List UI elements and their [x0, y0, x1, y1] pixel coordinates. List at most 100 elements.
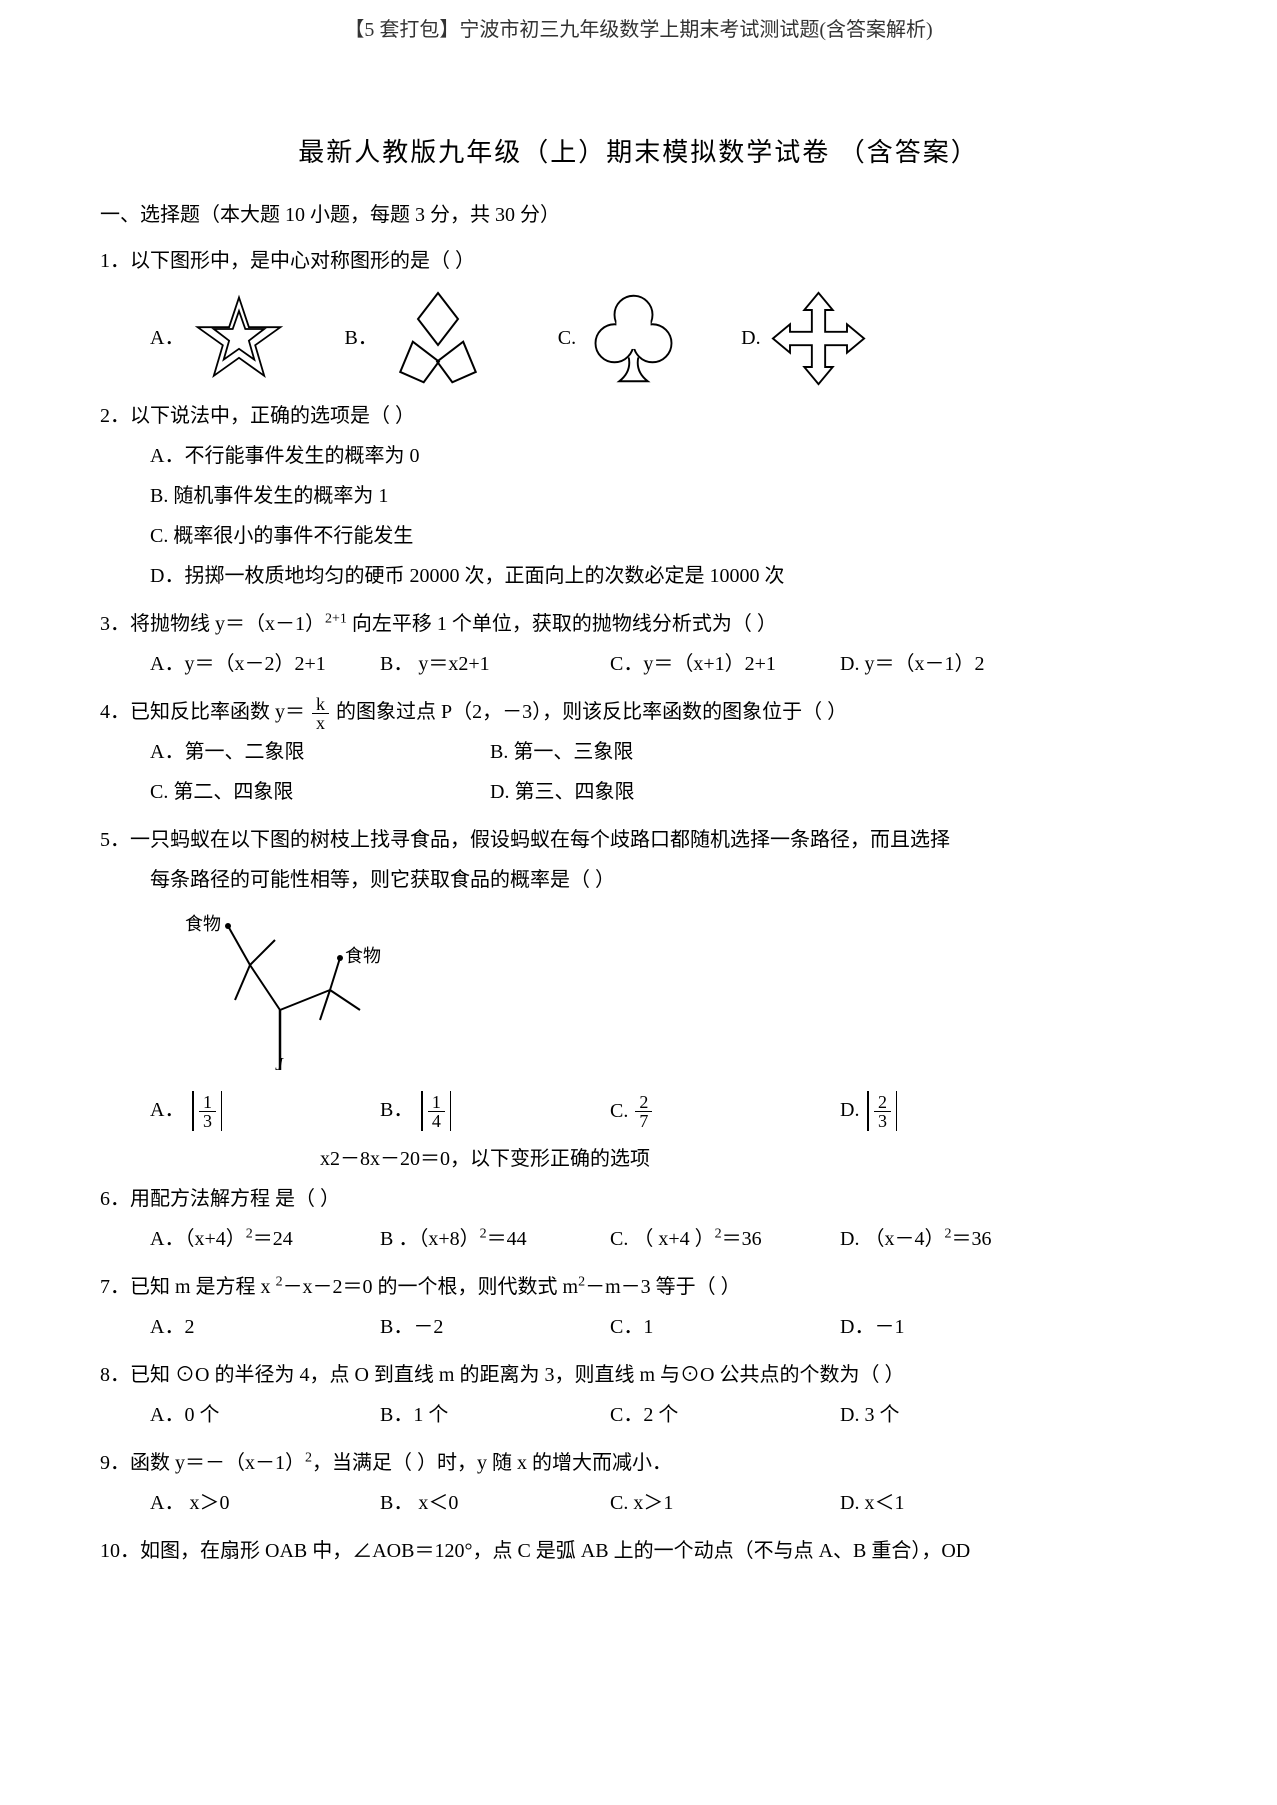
- q4-c: C. 第二、四象限: [150, 772, 490, 812]
- q7-c: C．1: [610, 1307, 840, 1347]
- star-icon: [194, 293, 284, 383]
- q5-stem2: 每条路径的可能性相等，则它获取食品的概率是（ ）: [150, 860, 1177, 900]
- q7-stem-pre: 7．已知 m 是方程 x: [100, 1276, 276, 1298]
- q9-stem-exp: 2: [305, 1451, 312, 1466]
- q9-c: C. x＞1: [610, 1483, 840, 1523]
- question-5: 5．一只蚂蚁在以下图的树枝上找寻食品，假设蚂蚁在每个歧路口都随机选择一条路径，而…: [100, 820, 1177, 1131]
- q9-a: A． x＞0: [150, 1483, 380, 1523]
- q1-option-a: A．: [150, 293, 284, 383]
- q4-a: A．第一、二象限: [150, 732, 490, 772]
- q3-b: B． y＝x2+1: [380, 644, 610, 684]
- q5-b-num: 1: [428, 1093, 445, 1112]
- q6-c-pre: C. （ x+4 ）: [610, 1228, 715, 1250]
- question-2: 2．以下说法中，正确的选项是（ ） A．不行能事件发生的概率为 0 B. 随机事…: [100, 396, 1177, 596]
- q7-stem: 7．已知 m 是方程 x 2－x－2＝0 的一个根，则代数式 m2－m－3 等于…: [100, 1267, 1177, 1307]
- question-10: 10．如图，在扇形 OAB 中，∠AOB＝120°，点 C 是弧 AB 上的一个…: [100, 1531, 1177, 1571]
- abs-bar: [421, 1091, 423, 1131]
- q8-stem: 8．已知 ⊙O 的半径为 4，点 O 到直线 m 的距离为 3，则直线 m 与⊙…: [100, 1355, 1177, 1395]
- section-1-heading: 一、选择题（本大题 10 小题，每题 3 分，共 30 分）: [100, 197, 1177, 233]
- q7-options: A．2 B．－2 C．1 D．－1: [150, 1307, 1177, 1347]
- q2-d: D．拐掷一枚质地均匀的硬币 20000 次，正面向上的次数必定是 10000 次: [150, 556, 1177, 596]
- q6-d-post: ＝36: [951, 1228, 991, 1250]
- q7-stem-mid: －x－2＝0 的一个根，则代数式 m: [283, 1276, 579, 1298]
- q5-a-num: 1: [199, 1093, 216, 1112]
- q5-d-den: 3: [874, 1112, 891, 1130]
- q5-d: D. 23: [840, 1090, 1070, 1131]
- q6-a: A．（x+4）2＝24: [150, 1219, 380, 1259]
- q6-c: C. （ x+4 ）2＝36: [610, 1219, 840, 1259]
- q5-stem1: 5．一只蚂蚁在以下图的树枝上找寻食品，假设蚂蚁在每个歧路口都随机选择一条路径，而…: [100, 820, 1177, 860]
- q5-b-den: 4: [428, 1112, 445, 1130]
- q9-options: A． x＞0 B． x＜0 C. x＞1 D. x＜1: [150, 1483, 1177, 1523]
- q6-c-post: ＝36: [722, 1228, 762, 1250]
- q5-d-label: D.: [840, 1099, 859, 1121]
- cross-arrows-icon: [771, 291, 866, 386]
- q9-stem: 9．函数 y＝－（x－1）2，当满足（ ）时，y 随 x 的增大而减小．: [100, 1443, 1177, 1483]
- q6-mid: x2－8x－20＝0，以下变形正确的选项: [320, 1139, 1177, 1179]
- q8-a: A．0 个: [150, 1395, 380, 1435]
- q5-c-label: C.: [610, 1100, 628, 1122]
- q3-d: D. y＝（x－1）2: [840, 644, 1070, 684]
- q7-d: D．－1: [840, 1307, 1070, 1347]
- three-diamond-icon: [388, 291, 488, 386]
- q1-stem: 1．以下图形中，是中心对称图形的是（ ）: [100, 241, 1177, 281]
- q4-options-row1: A．第一、二象限 B. 第一、三象限: [150, 732, 1177, 772]
- abs-bar: [450, 1091, 452, 1131]
- q6-b-post: ＝44: [487, 1228, 527, 1250]
- q2-b: B. 随机事件发生的概率为 1: [150, 476, 1177, 516]
- question-1: 1．以下图形中，是中心对称图形的是（ ） A． B． C.: [100, 241, 1177, 386]
- q1-a-label: A．: [150, 318, 184, 358]
- q7-stem-post: －m－3 等于（ ）: [585, 1276, 741, 1298]
- tree-root-label: J: [275, 1054, 284, 1074]
- q5-b: B． 14: [380, 1090, 610, 1131]
- question-6: x2－8x－20＝0，以下变形正确的选项 6．用配方法解方程 是（ ） A．（x…: [100, 1139, 1177, 1259]
- q8-options: A．0 个 B．1 个 C．2 个 D. 3 个: [150, 1395, 1177, 1435]
- food-label-1: 食物: [185, 914, 221, 934]
- abs-bar: [192, 1091, 194, 1131]
- q4-frac-num: k: [312, 695, 329, 714]
- q2-a: A．不行能事件发生的概率为 0: [150, 436, 1177, 476]
- q4-stem-post: 的图象过点 P（2，－3），则该反比率函数的图象位于（ ）: [336, 701, 847, 723]
- q5-d-num: 2: [874, 1093, 891, 1112]
- q9-stem-post: ，当满足（ ）时，y 随 x 的增大而减小．: [312, 1452, 672, 1474]
- club-icon: [586, 291, 681, 386]
- q4-options-row2: C. 第二、四象限 D. 第三、四象限: [150, 772, 1177, 812]
- q3-stem-pre: 3．将抛物线 y＝（x－1）: [100, 613, 325, 635]
- q8-b: B．1 个: [380, 1395, 610, 1435]
- q10-stem: 10．如图，在扇形 OAB 中，∠AOB＝120°，点 C 是弧 AB 上的一个…: [100, 1531, 1177, 1571]
- q6-a-post: ＝24: [253, 1228, 293, 1250]
- abs-bar: [221, 1091, 223, 1131]
- q1-c-label: C.: [558, 318, 576, 358]
- q6-b: B ．（x+8）2＝44: [380, 1219, 610, 1259]
- q3-c: C．y＝（x+1）2+1: [610, 644, 840, 684]
- q8-c: C．2 个: [610, 1395, 840, 1435]
- q5-a-frac: 13: [189, 1091, 225, 1131]
- food-label-2: 食物: [345, 946, 381, 966]
- q6-options: A．（x+4）2＝24 B ．（x+8）2＝44 C. （ x+4 ）2＝36 …: [150, 1219, 1177, 1259]
- q7-b: B．－2: [380, 1307, 610, 1347]
- q6-d: D. （x－4）2＝36: [840, 1219, 1070, 1259]
- q6-a-pre: A．（x+4）: [150, 1228, 246, 1250]
- q2-c: C. 概率很小的事件不行能发生: [150, 516, 1177, 556]
- q1-option-c: C.: [558, 291, 681, 386]
- q8-d: D. 3 个: [840, 1395, 1070, 1435]
- q9-b: B． x＜0: [380, 1483, 610, 1523]
- q9-d: D. x＜1: [840, 1483, 1070, 1523]
- page-header: 【5 套打包】宁波市初三九年级数学上期末考试测试题(含答案解析): [100, 0, 1177, 60]
- q5-b-label: B．: [380, 1099, 413, 1121]
- question-3: 3．将抛物线 y＝（x－1）2+1 向左平移 1 个单位，获取的抛物线分析式为（…: [100, 604, 1177, 684]
- q1-option-d: D.: [741, 291, 865, 386]
- q6-mid-text: x2－8x－20＝0，以下变形正确的选项: [320, 1148, 650, 1170]
- q3-a: A．y＝（x－2）2+1: [150, 644, 380, 684]
- q5-c-frac: 27: [635, 1093, 652, 1130]
- q5-a-den: 3: [199, 1112, 216, 1130]
- q3-options: A．y＝（x－2）2+1 B． y＝x2+1 C．y＝（x+1）2+1 D. y…: [150, 644, 1177, 684]
- q4-d: D. 第三、四象限: [490, 772, 830, 812]
- q1-b-label: B．: [344, 318, 377, 358]
- q3-stem: 3．将抛物线 y＝（x－1）2+1 向左平移 1 个单位，获取的抛物线分析式为（…: [100, 604, 1177, 644]
- question-7: 7．已知 m 是方程 x 2－x－2＝0 的一个根，则代数式 m2－m－3 等于…: [100, 1267, 1177, 1347]
- q1-option-b: B．: [344, 291, 487, 386]
- q6-d-pre: D. （x－4）: [840, 1228, 944, 1250]
- q2-stem: 2．以下说法中，正确的选项是（ ）: [100, 396, 1177, 436]
- q6-c-exp: 2: [715, 1227, 722, 1242]
